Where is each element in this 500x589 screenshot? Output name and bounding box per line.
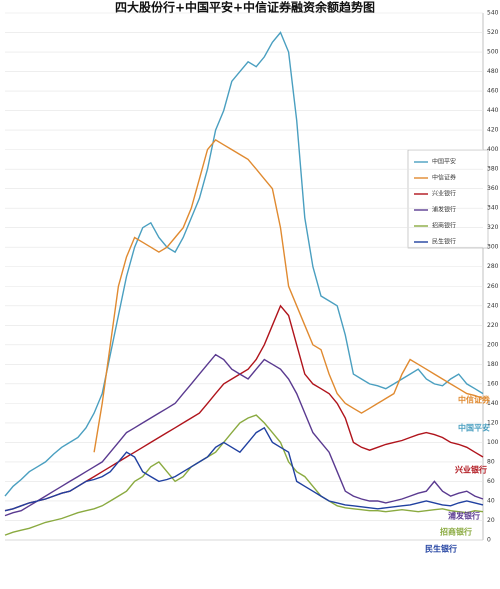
y-tick-label: 120 xyxy=(487,419,499,426)
y-tick-label: 360 xyxy=(487,185,499,192)
y-tick-label: 540 xyxy=(487,10,499,17)
y-tick-label: 480 xyxy=(487,68,499,75)
legend-label: 招商银行 xyxy=(432,222,456,230)
legend-label: 浦发银行 xyxy=(432,206,456,214)
y-tick-label: 20 xyxy=(487,517,495,524)
y-tick-label: 220 xyxy=(487,322,499,329)
series-annotation: 兴业银行 xyxy=(455,465,487,475)
chart-title: 四大股份行+中国平安+中信证券融资余额趋势图 xyxy=(115,0,375,15)
y-tick-label: 160 xyxy=(487,380,499,387)
y-tick-label: 140 xyxy=(487,400,499,407)
y-tick-label: 300 xyxy=(487,244,499,251)
y-tick-label: 0 xyxy=(487,537,491,544)
series-annotation: 民生银行 xyxy=(425,544,457,554)
legend-label: 中国平安 xyxy=(432,158,456,166)
y-tick-label: 520 xyxy=(487,29,499,36)
y-tick-label: 200 xyxy=(487,341,499,348)
series-line xyxy=(4,426,484,512)
y-tick-label: 460 xyxy=(487,88,499,95)
y-tick-label: 80 xyxy=(487,458,495,465)
y-tick-label: 320 xyxy=(487,224,499,231)
series-line xyxy=(4,414,484,536)
series-annotation: 中信证券 xyxy=(458,395,491,405)
y-tick-label: 420 xyxy=(487,127,499,134)
series-line xyxy=(4,31,484,497)
legend-label: 兴业银行 xyxy=(432,190,456,198)
legend-box xyxy=(407,149,489,249)
series-line xyxy=(93,138,484,453)
y-tick-label: 100 xyxy=(487,439,499,446)
series-annotation: 中国平安 xyxy=(458,423,490,433)
series-annotation: 招商银行 xyxy=(440,527,472,537)
y-tick-label: 280 xyxy=(487,263,499,270)
y-tick-label: 400 xyxy=(487,146,499,153)
y-tick-label: 40 xyxy=(487,497,495,504)
series-annotation: 浦发银行 xyxy=(448,511,480,521)
y-tick-label: 260 xyxy=(487,283,499,290)
legend-label: 民生银行 xyxy=(432,238,456,246)
y-tick-label: 60 xyxy=(487,478,495,485)
y-tick-label: 380 xyxy=(487,166,499,173)
series-line xyxy=(4,353,484,517)
legend-label: 中信证券 xyxy=(432,174,456,182)
y-tick-label: 240 xyxy=(487,302,499,309)
y-tick-label: 440 xyxy=(487,107,499,114)
y-tick-label: 180 xyxy=(487,361,499,368)
y-tick-label: 500 xyxy=(487,49,499,56)
y-tick-label: 340 xyxy=(487,205,499,212)
